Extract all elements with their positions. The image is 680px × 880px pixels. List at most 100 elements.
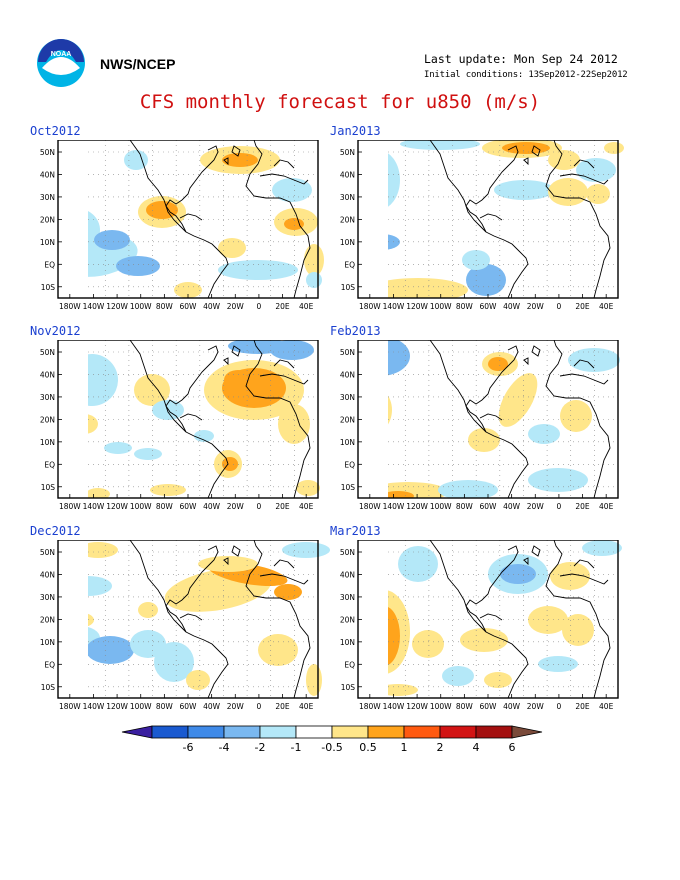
anomaly-region [388,606,400,666]
anomaly-region [222,457,238,471]
coastline [429,540,487,633]
lon-tick-label: 180W [59,502,81,511]
lon-tick-label: 140W [383,502,405,511]
lon-tick-label: 0 [557,702,562,711]
anomaly-region [412,630,444,658]
anomaly-region [388,491,414,498]
lon-tick-label: 20W [227,502,245,511]
anomaly-region [56,172,88,208]
colorbar-swatch [475,725,513,739]
lon-tick-label: 140W [383,702,405,711]
lon-tick-label: 60W [480,302,498,311]
coastline [485,231,529,298]
coastline [485,431,529,498]
coastline [523,157,529,166]
coastline [559,373,609,385]
initial-conditions: Initial conditions: 13Sep2012-22Sep2012 [424,70,628,80]
anomaly-region [278,404,310,444]
anomaly-region [528,424,560,444]
coastline [129,140,187,233]
lon-tick-label: 80W [456,302,474,311]
anomaly-region [498,373,538,427]
lon-tick-label: 40E [599,702,614,711]
lon-tick-label: 100W [130,702,152,711]
lat-tick-label: EQ [44,460,55,469]
colorbar-swatch [295,725,333,739]
colorbar-label: -0.5 [321,741,342,754]
lon-tick-label: 0 [557,302,562,311]
lon-tick-label: 120W [106,502,128,511]
lat-tick-label: 20N [340,215,355,224]
anomaly-region [388,395,392,425]
panel-dec2012: Dec2012 50N 40N 30N 20N 10N EQ 10S 180W 140W 120W… [28,524,348,724]
anomaly-region [388,153,400,207]
lat-tick-label: 10S [41,683,56,692]
lat-tick-label: EQ [344,260,355,269]
lon-tick-label: 40E [599,302,614,311]
anomaly-region [582,540,622,556]
lon-tick-label: 20W [527,502,545,511]
lat-tick-label: EQ [344,660,355,669]
anomaly-region [364,400,380,420]
lon-tick-label: 20E [575,502,590,511]
anomaly-region [604,142,624,154]
lon-tick-label: 20W [227,302,245,311]
lon-tick-label: 100W [130,502,152,511]
lon-tick-label: 20W [227,702,245,711]
forecast-map: 50N 40N 30N 20N 10N EQ 10S 180W 140W 120W 100W 80W 6… [340,140,624,311]
anomaly-region [174,282,202,298]
anomaly-region [274,584,302,600]
lat-tick-label: 10N [340,638,355,647]
anomaly-region [388,684,418,696]
lon-tick-label: 120W [406,502,428,511]
colorbar-swatch [187,725,225,739]
lon-tick-label: 80W [456,702,474,711]
coastline [573,359,595,369]
anomaly-region [218,260,298,280]
lat-tick-label: 50N [340,148,355,157]
anomaly-region [398,546,438,582]
lon-tick-label: 180W [359,302,381,311]
lon-tick-label: 40W [203,502,221,511]
anomaly-region [576,158,616,182]
coastline [573,159,595,169]
lon-tick-label: 40E [599,502,614,511]
lat-tick-label: 30N [40,393,55,402]
colorbar-label: -2 [255,741,266,754]
lon-tick-label: 40E [299,302,314,311]
coastline [559,573,609,585]
lon-tick-label: 140W [383,302,405,311]
coastline [559,173,609,185]
panel-mar2013: Mar2013 50N 40N 30N 20N 10N EQ 10S 180W 140W 120W… [328,524,648,724]
lon-tick-label: 80W [156,502,174,511]
anomaly-region [154,642,194,682]
forecast-map: 50N 40N 30N 20N 10N EQ 10S 180W 140W 120W 100W 80W 6… [40,340,320,511]
coastline [479,413,503,421]
lat-tick-label: 10S [41,283,56,292]
panel-title: Oct2012 [30,124,81,138]
anomaly-region [150,484,186,496]
lon-tick-label: 40W [203,302,221,311]
coastline [531,145,541,157]
forecast-map: 50N 40N 30N 20N 10N EQ 10S 180W 140W 120W 100W 80W 6… [40,540,330,711]
anomaly-region [488,357,508,371]
anomaly-region [388,482,448,498]
anomaly-region [356,542,380,558]
coastline [523,357,529,366]
anomaly-region [296,480,320,496]
anomaly-region [528,606,568,634]
anomaly-region [146,201,178,219]
lon-tick-label: 100W [430,702,452,711]
colorbar-swatch [439,725,477,739]
panel-feb2013: Feb2013 50N 40N 30N 20N 10N EQ 10S 180W 140W 120W… [328,324,648,524]
lat-tick-label: 30N [340,193,355,202]
colorbar-label: 0.5 [359,741,377,754]
lon-tick-label: 40W [503,302,521,311]
lon-tick-label: 140W [83,302,105,311]
last-update: Last update: Mon Sep 24 2012 [424,52,618,66]
lat-tick-label: 40N [340,370,355,379]
lat-tick-label: 10S [341,683,356,692]
colorbar-swatch [403,725,441,739]
lon-tick-label: 80W [456,502,474,511]
lon-tick-label: 20E [275,702,290,711]
